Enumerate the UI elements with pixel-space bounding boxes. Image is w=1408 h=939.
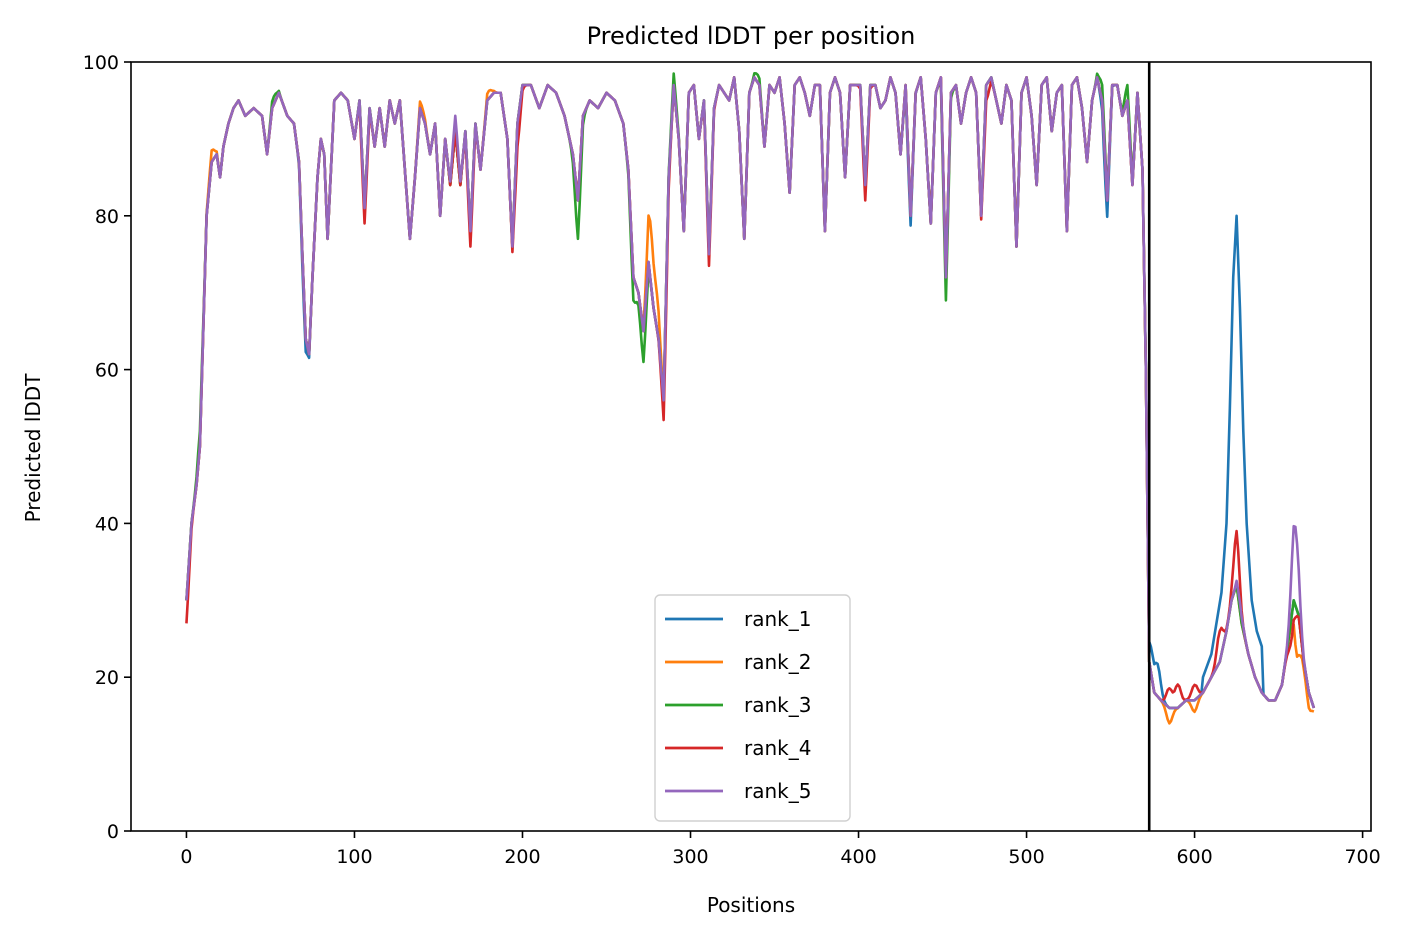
x-tick-label: 300 bbox=[672, 846, 708, 868]
legend-label: rank_2 bbox=[744, 650, 811, 674]
x-tick-label: 400 bbox=[840, 846, 876, 868]
plot-area bbox=[185, 62, 1316, 831]
y-tick-label: 20 bbox=[95, 667, 119, 689]
y-axis-title: Predicted lDDT bbox=[21, 373, 45, 523]
x-tick-label: 500 bbox=[1008, 846, 1044, 868]
x-tick-label: 100 bbox=[336, 846, 372, 868]
x-tick-label: 700 bbox=[1344, 846, 1380, 868]
x-tick-label: 600 bbox=[1176, 846, 1212, 868]
x-tick-label: 200 bbox=[504, 846, 540, 868]
y-tick-label: 100 bbox=[83, 52, 119, 74]
y-tick-label: 40 bbox=[95, 513, 119, 535]
x-axis-title: Positions bbox=[707, 893, 795, 917]
x-tick-label: 0 bbox=[180, 846, 192, 868]
legend-box bbox=[654, 594, 851, 822]
y-tick-label: 0 bbox=[107, 821, 119, 843]
legend-label: rank_3 bbox=[744, 693, 811, 717]
y-tick-label: 60 bbox=[95, 360, 119, 382]
legend: rank_1 rank_2 rank_3 rank_4 rank_5 bbox=[654, 594, 851, 822]
legend-label: rank_5 bbox=[744, 779, 811, 803]
y-tick-label: 80 bbox=[95, 206, 119, 228]
legend-label: rank_4 bbox=[744, 736, 811, 760]
legend-label: rank_1 bbox=[744, 607, 811, 631]
plot-frame bbox=[130, 61, 1372, 832]
series-line-rank_5 bbox=[185, 76, 1316, 710]
chart-title: Predicted lDDT per position bbox=[587, 22, 916, 50]
axes: 0 100 200 300 400 500 600 700 0 20 40 60 80 100 bbox=[83, 52, 1381, 868]
